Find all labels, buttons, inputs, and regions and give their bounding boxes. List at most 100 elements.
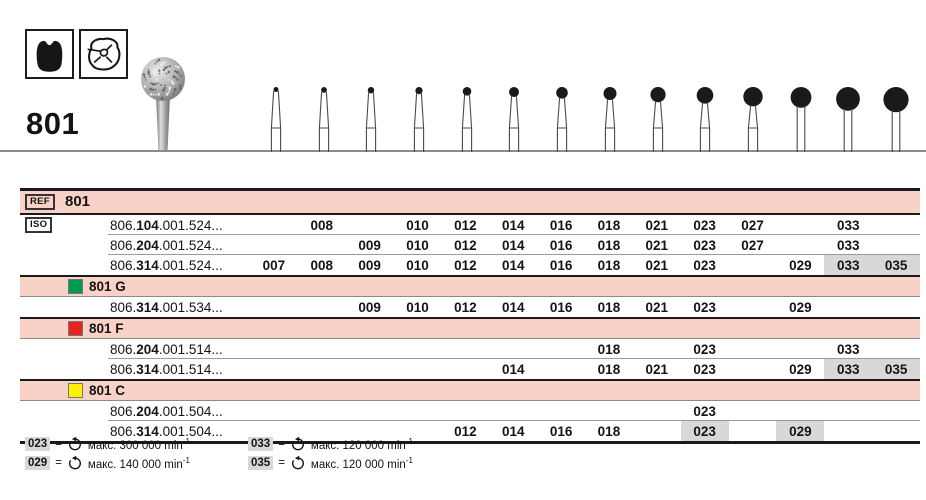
size-cell-012: 012 [454,299,477,315]
size-cell-029 [776,339,824,359]
size-cell-010: 010 [406,237,429,253]
legend-speed-text: макс. 120 000 min-1 [310,455,413,471]
iso-code-row: 806.204.001.514... 018 023 033 [20,339,920,359]
size-cell-027: 027 [741,217,764,233]
size-cell-014: 014 [501,361,525,377]
size-cell-007 [250,215,298,235]
size-cell-014: 014 [501,217,525,233]
legend-equals: = [278,438,285,450]
legend-equals: = [278,457,285,469]
size-cell-023: 023 [693,237,716,253]
iso-code-row: 806.204.001.524... 009 010 012 014 016 018 021… [20,235,920,255]
size-cell-023: 023 [693,403,716,419]
legend-equals: = [55,457,62,469]
size-cell-014: 014 [501,257,525,273]
grit-color-square [68,321,83,336]
bur-silhouette-008 [300,86,348,152]
size-cell-016: 016 [549,217,573,233]
section-label: 801 C [89,383,126,398]
size-cell-016: 016 [549,423,573,439]
size-cell-008 [298,401,346,421]
size-cell-027: 027 [741,237,764,253]
iso-code: 806.314.001.504... [110,423,223,439]
size-cell-007 [250,235,298,255]
size-cell-012 [441,401,489,421]
size-cell-016: 016 [549,257,573,273]
legend-entry: 033 = макс. 120 000 min-1 [248,436,413,452]
size-cell-009 [346,215,394,235]
size-cell-027 [729,297,777,317]
rotation-speed-icon [291,455,304,470]
size-cell-023: 023 [693,299,716,315]
size-cell-021 [633,401,681,421]
legend-entry: 023 = макс. 300 000 min-1 [25,436,248,452]
size-cell-029 [776,215,824,235]
size-cell-035 [872,215,920,235]
size-cell-023: 023 [693,361,716,377]
size-cell-012: 012 [454,257,477,273]
size-cell-027 [729,339,777,359]
size-cell-021: 021 [645,257,669,273]
size-cell-008 [298,359,346,379]
size-cell-007: 007 [262,257,286,273]
size-cell-035: 035 [872,359,921,379]
size-cell-010 [394,359,442,379]
size-cell-007 [250,339,298,359]
rotation-speed-icon [68,436,81,451]
iso-code-row: 806.314.001.514... 014 018 021 023 029 033 035 [20,359,921,379]
section-header-801f: 801 F [20,317,920,339]
section-header-801c: 801 C [20,379,920,401]
bur-silhouette-014 [491,86,539,152]
size-cell-018: 018 [597,299,621,315]
size-cell-035 [872,235,920,255]
rotation-speed-icon [68,455,81,470]
size-cell-021: 021 [645,217,669,233]
legend-size: 023 [25,437,51,451]
size-cell-018: 018 [597,237,621,253]
size-cell-023: 023 [680,421,729,441]
size-cell-033: 033 [824,359,873,379]
size-cell-010: 010 [406,299,429,315]
size-cell-009 [346,401,394,421]
bur-silhouette-007 [252,86,300,152]
size-cell-029 [776,401,824,421]
ref-row: REF 801 [20,191,920,215]
size-cell-012: 012 [454,423,477,439]
size-cell-014: 014 [501,423,525,439]
size-cell-018: 018 [597,423,621,439]
bur-silhouette-027 [729,86,777,152]
bur-silhouette-row [252,86,920,152]
grit-color-square [68,279,83,294]
size-cell-027 [729,359,777,379]
size-cell-014 [489,339,537,359]
legend-speed-text: макс. 300 000 min-1 [87,436,190,452]
size-cell-023: 023 [693,217,716,233]
iso-code: 806.314.001.524... [110,257,223,273]
size-cell-035 [872,421,920,441]
iso-code-column: 806.204.001.514... [20,339,250,359]
size-cell-018: 018 [597,217,621,233]
section-label: 801 G [89,279,126,294]
size-cell-021: 021 [645,237,669,253]
section-label: 801 F [89,321,124,336]
speed-legend: 023 = макс. 300 000 min-1 029 = макс. 14… [25,436,413,471]
size-cell-016 [537,359,585,379]
size-cell-035 [872,297,920,317]
size-cell-021 [633,421,681,441]
size-cell-009: 009 [358,237,381,253]
size-cell-018: 018 [597,361,621,377]
indication-icon-box [79,29,128,79]
size-cell-027 [729,401,777,421]
grit-color-square [68,383,83,398]
product-number: 801 [26,106,80,141]
iso-code-column: ISO 806.104.001.524... [20,215,250,235]
iso-code: 806.204.001.504... [110,403,223,419]
legend-entry: 029 = макс. 140 000 min-1 [25,455,248,471]
bur-silhouette-035 [872,86,920,152]
legend-column-right: 033 = макс. 120 000 min-1 035 = макс. 12… [248,436,413,471]
size-cell-016: 016 [549,237,573,253]
size-cell-016 [537,401,585,421]
size-cell-007 [250,401,298,421]
bur-silhouette-016 [538,86,586,152]
size-cell-021 [633,339,681,359]
